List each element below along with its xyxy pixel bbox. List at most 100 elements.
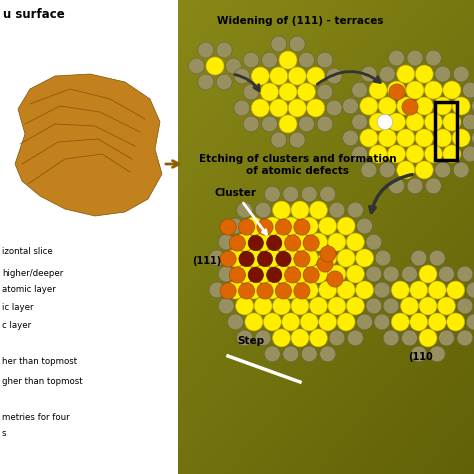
- Circle shape: [352, 114, 367, 130]
- Circle shape: [424, 81, 442, 99]
- Circle shape: [294, 283, 310, 299]
- Circle shape: [356, 218, 373, 234]
- Circle shape: [248, 236, 264, 251]
- Circle shape: [310, 201, 328, 219]
- Circle shape: [264, 346, 280, 362]
- Circle shape: [463, 82, 474, 98]
- Circle shape: [378, 97, 396, 115]
- Text: s: s: [2, 429, 7, 438]
- Circle shape: [298, 83, 316, 101]
- Circle shape: [366, 298, 382, 314]
- Circle shape: [443, 81, 461, 99]
- Circle shape: [352, 82, 367, 98]
- Polygon shape: [15, 74, 162, 216]
- Circle shape: [282, 217, 300, 235]
- Circle shape: [275, 283, 292, 299]
- Circle shape: [275, 219, 292, 235]
- Circle shape: [266, 236, 282, 251]
- Circle shape: [389, 84, 405, 100]
- Circle shape: [288, 67, 306, 85]
- Text: higher/deeper: higher/deeper: [2, 269, 63, 278]
- Circle shape: [266, 267, 282, 283]
- Circle shape: [397, 129, 415, 147]
- Circle shape: [271, 132, 287, 148]
- Circle shape: [415, 97, 433, 115]
- Circle shape: [426, 50, 441, 66]
- Circle shape: [237, 202, 253, 218]
- Circle shape: [447, 281, 465, 299]
- Circle shape: [429, 250, 445, 266]
- Bar: [0, 0, 178, 474]
- Circle shape: [347, 330, 363, 346]
- Circle shape: [327, 271, 343, 287]
- Circle shape: [264, 249, 282, 267]
- Circle shape: [317, 52, 333, 68]
- Circle shape: [262, 52, 277, 68]
- Circle shape: [337, 249, 355, 267]
- Circle shape: [374, 282, 390, 298]
- Circle shape: [307, 67, 325, 85]
- Circle shape: [415, 65, 433, 83]
- Circle shape: [388, 145, 406, 163]
- Circle shape: [243, 52, 259, 68]
- Circle shape: [271, 36, 287, 52]
- Text: Step: Step: [237, 336, 264, 346]
- Circle shape: [347, 202, 363, 218]
- Circle shape: [283, 346, 299, 362]
- Circle shape: [255, 330, 271, 346]
- Circle shape: [300, 313, 318, 331]
- Circle shape: [438, 330, 455, 346]
- Text: izontal slice: izontal slice: [2, 247, 53, 256]
- Circle shape: [472, 130, 474, 146]
- Text: c layer: c layer: [2, 321, 31, 330]
- Circle shape: [300, 217, 318, 235]
- Circle shape: [303, 235, 319, 251]
- Circle shape: [282, 249, 300, 267]
- Circle shape: [466, 314, 474, 330]
- Circle shape: [270, 99, 288, 117]
- Circle shape: [366, 234, 382, 250]
- Circle shape: [428, 281, 446, 299]
- Circle shape: [291, 329, 309, 347]
- Text: gher than topmost: gher than topmost: [2, 377, 82, 386]
- Circle shape: [397, 161, 415, 179]
- Circle shape: [379, 162, 395, 178]
- Circle shape: [220, 251, 236, 267]
- Circle shape: [273, 201, 291, 219]
- Circle shape: [303, 267, 319, 283]
- Circle shape: [198, 42, 214, 58]
- Circle shape: [415, 129, 433, 147]
- Circle shape: [229, 235, 246, 251]
- Circle shape: [435, 66, 451, 82]
- Circle shape: [361, 66, 377, 82]
- Circle shape: [428, 313, 446, 331]
- Circle shape: [375, 282, 391, 298]
- Circle shape: [374, 314, 390, 330]
- Circle shape: [328, 297, 346, 315]
- Circle shape: [329, 330, 345, 346]
- Circle shape: [228, 218, 243, 234]
- Circle shape: [238, 219, 255, 235]
- Circle shape: [401, 266, 418, 282]
- Circle shape: [288, 99, 306, 117]
- Circle shape: [236, 265, 254, 283]
- Circle shape: [270, 67, 288, 85]
- Circle shape: [328, 265, 346, 283]
- Circle shape: [392, 281, 410, 299]
- Circle shape: [326, 100, 342, 116]
- Circle shape: [228, 314, 243, 330]
- Text: atomic layer: atomic layer: [2, 285, 56, 294]
- Circle shape: [452, 129, 470, 147]
- Circle shape: [245, 281, 263, 299]
- Circle shape: [299, 116, 314, 132]
- Circle shape: [337, 281, 355, 299]
- Circle shape: [264, 281, 282, 299]
- Circle shape: [257, 219, 273, 235]
- Circle shape: [273, 265, 291, 283]
- Circle shape: [209, 282, 225, 298]
- Circle shape: [310, 265, 328, 283]
- Circle shape: [377, 114, 392, 130]
- Circle shape: [419, 297, 437, 315]
- Circle shape: [254, 265, 272, 283]
- Circle shape: [291, 201, 309, 219]
